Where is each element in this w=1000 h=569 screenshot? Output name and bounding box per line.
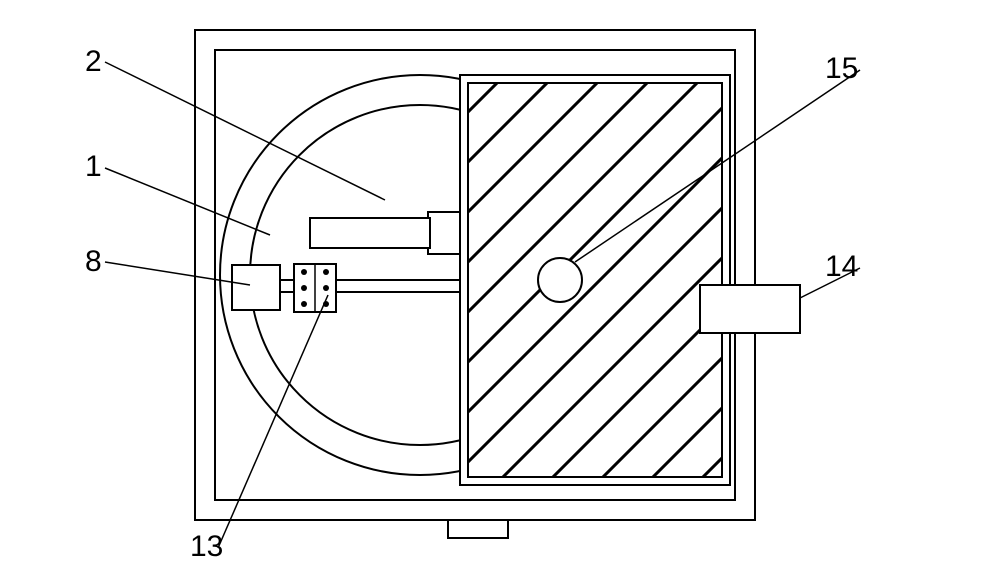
- callout-label-13: 13: [190, 530, 223, 564]
- bottom-tab: [448, 520, 508, 538]
- technical-diagram: 2 1 8 13 15 14: [0, 0, 1000, 564]
- hatched-panel-inner: [468, 83, 722, 477]
- callout-label-2: 2: [85, 45, 102, 79]
- center-circle: [538, 258, 582, 302]
- callout-label-1: 1: [85, 150, 102, 184]
- right-block: [700, 285, 800, 333]
- callout-label-15: 15: [825, 52, 858, 86]
- callout-label-14: 14: [825, 250, 858, 284]
- upper-bar: [310, 218, 430, 248]
- bolt-assembly: [294, 264, 336, 312]
- callout-label-8: 8: [85, 245, 102, 279]
- upper-bar-end: [428, 212, 460, 254]
- left-block: [232, 265, 280, 310]
